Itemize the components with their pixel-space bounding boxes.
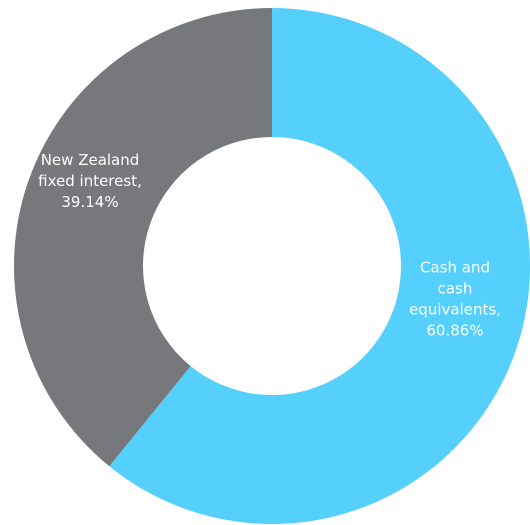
slice-label-line: New Zealand xyxy=(41,151,140,169)
slice-label-line: equivalents, xyxy=(409,301,501,319)
slice-label-line: 39.14% xyxy=(61,193,118,211)
slice-label-line: 60.86% xyxy=(426,322,483,340)
slice-label-line: Cash and xyxy=(420,259,490,277)
slice-label-line: fixed interest, xyxy=(38,172,142,190)
slice-label-line: cash xyxy=(438,280,473,298)
